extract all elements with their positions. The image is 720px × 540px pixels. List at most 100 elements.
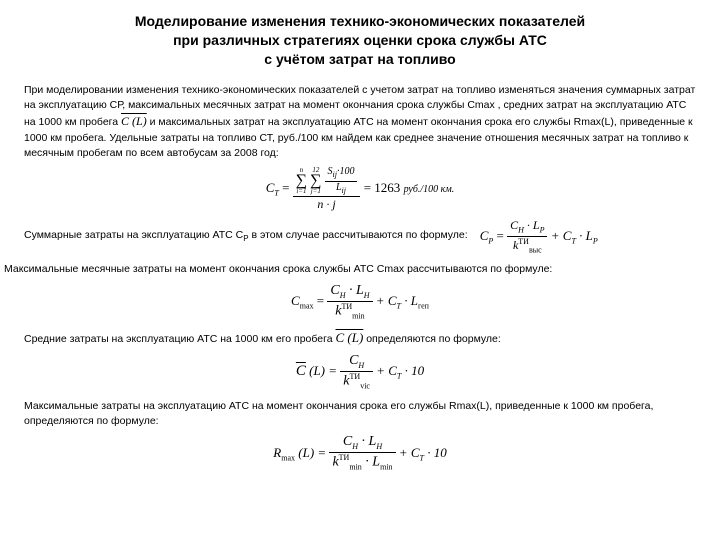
f5-frac: CH · LH kТИmin · Lmin <box>329 435 395 472</box>
f2-num-lsub: P <box>540 225 545 234</box>
f1-outer-num: n ∑ i=1 12 ∑ j=1 Sij·100 Lij <box>293 167 361 197</box>
title-line-3: с учётом затрат на топливо <box>264 51 455 67</box>
f1-sum2-bot: j=1 <box>310 188 321 195</box>
sum-icon: ∑ <box>310 174 321 188</box>
f2-plus-sub: T <box>571 236 575 245</box>
f5-num2s: H <box>376 442 382 451</box>
f4-tail: · 10 <box>405 363 425 378</box>
f1-num-tail: ·100 <box>337 166 355 177</box>
f2-tail: · L <box>579 228 593 243</box>
formula-2: CP = CH · LP kТИвыс + CT · LP <box>480 219 598 255</box>
f5-den2: · L <box>365 455 380 470</box>
f1-outer-den: n · j <box>293 197 361 211</box>
intro-c-of-l: C (L) <box>121 114 147 128</box>
para4-cl: C (L) <box>335 330 363 345</box>
para-4: Средние затраты на эксплуатацию АТС на 1… <box>24 329 696 348</box>
f4-lhs-tail: (L) = <box>309 363 337 378</box>
f4-den-sup: ТИ <box>350 372 361 381</box>
f2-tail-sub: P <box>593 236 598 245</box>
formula-5-content: Rmax (L) = CH · LH kТИmin · Lmin + CT · … <box>273 445 446 460</box>
f4-num-c: C <box>349 353 358 368</box>
f3-lhs: C <box>291 293 300 308</box>
f3-frac: CH · LH kТИmin <box>327 284 372 321</box>
f3-den-sup: ТИ <box>341 302 352 311</box>
f5-plus: + C <box>399 445 420 460</box>
f5-num1: C <box>343 434 352 449</box>
f4-frac: CH kТИvic <box>340 354 373 391</box>
f3-den-sub: min <box>352 311 364 320</box>
para2-text: Суммарные затраты на эксплуатацию АТС CP… <box>24 228 468 245</box>
document-title: Моделирование изменения технико-экономич… <box>24 12 696 69</box>
f2-lhs-sub: P <box>488 236 493 245</box>
title-line-1: Моделирование изменения технико-экономич… <box>135 13 585 29</box>
f1-lhs-sub: T <box>274 189 278 198</box>
formula-3: Cmax = CH · LH kТИmin + CT · Lгеп <box>24 284 696 321</box>
page-root: Моделирование изменения технико-экономич… <box>0 0 720 472</box>
f3-num2s: H <box>364 291 370 300</box>
f2-num-csub: H <box>518 225 524 234</box>
f2-plus: + C <box>551 228 572 243</box>
f3-den: kТИmin <box>327 302 372 321</box>
title-line-2: при различных стратегиях оценки срока сл… <box>173 32 547 48</box>
f5-den1sub: min <box>349 463 361 472</box>
f1-inner-den: Lij <box>325 182 358 195</box>
f3-num1s: H <box>340 291 346 300</box>
f4-lhs-over: C <box>296 363 306 379</box>
f1-sum1: n ∑ i=1 <box>296 167 307 195</box>
f2-num-c: C <box>510 218 518 232</box>
f1-inner-frac: Sij·100 Lij <box>325 167 358 195</box>
f3-plus-sub: T <box>397 302 401 311</box>
f3-num1: C <box>330 283 339 298</box>
f2-frac: CH · LP kТИвыс <box>507 219 547 255</box>
formula-3-content: Cmax = CH · LH kТИmin + CT · Lгеп <box>291 293 429 308</box>
f4-num: CH <box>340 354 373 372</box>
f3-num: CH · LH <box>327 284 372 302</box>
f2-num: CH · LP <box>507 219 547 237</box>
f1-result: = 1263 <box>364 180 401 195</box>
f2-num-l: · L <box>527 218 540 232</box>
f5-num1s: H <box>352 442 358 451</box>
f4-plus-sub: T <box>397 372 401 381</box>
f1-inner-num: Sij·100 <box>325 167 358 181</box>
f3-lhs-sub: max <box>300 302 314 311</box>
formula-5: Rmax (L) = CH · LH kТИmin · Lmin + CT · … <box>24 435 696 472</box>
f4-plus: + C <box>376 363 397 378</box>
para4-t1: Средние затраты на эксплуатацию АТС на 1… <box>24 333 335 345</box>
f2-den: kТИвыс <box>507 237 547 255</box>
formula-4-content: C (L) = CH kТИvic + CT · 10 <box>296 363 424 378</box>
f3-num2: · L <box>349 283 364 298</box>
formula-4: C (L) = CH kТИvic + CT · 10 <box>24 354 696 391</box>
para-5: Максимальные затраты на эксплуатацию АТС… <box>24 399 696 429</box>
f2-den-sub: выс <box>529 245 542 254</box>
f4-num-sub: H <box>358 360 364 369</box>
para4-t2: определяются по формуле: <box>366 333 501 345</box>
f3-plus: + C <box>376 293 397 308</box>
f3-tail-sub: геп <box>418 302 429 311</box>
sum-icon: ∑ <box>296 174 307 188</box>
formula-1: CT = n ∑ i=1 12 ∑ j=1 Si <box>24 167 696 211</box>
f5-plus-sub: T <box>420 453 424 462</box>
intro-paragraph: При моделировании изменения технико-экон… <box>24 83 696 161</box>
f1-result-tail: руб./100 км. <box>404 184 455 195</box>
f4-den: kТИvic <box>340 372 373 391</box>
f5-num: CH · LH <box>329 435 395 453</box>
f5-den1sup: ТИ <box>339 453 350 462</box>
f1-den-sub: ij <box>342 186 346 195</box>
para2-t1: Суммарные затраты на эксплуатацию АТС C <box>24 229 243 241</box>
formula-1-content: CT = n ∑ i=1 12 ∑ j=1 Si <box>266 180 455 195</box>
f5-den2s: min <box>380 463 392 472</box>
f5-lhs-tail: (L) = <box>298 445 326 460</box>
para2-t2: в этом случае рассчитываются по формуле: <box>249 229 468 241</box>
f1-sum1-bot: i=1 <box>296 188 307 195</box>
f5-den: kТИmin · Lmin <box>329 453 395 472</box>
para-3: Максимальные месячные затраты на момент … <box>4 262 696 277</box>
f4-den-sub: vic <box>360 381 370 390</box>
para-2: Суммарные затраты на эксплуатацию АТС C P… <box>24 219 696 255</box>
f1-sum2: 12 ∑ j=1 <box>310 167 321 195</box>
f5-tail: · 10 <box>427 445 447 460</box>
f2-den-sup: ТИ <box>518 237 529 246</box>
f3-tail: · L <box>404 293 418 308</box>
f5-lhs-sub: max <box>281 453 295 462</box>
f5-num2: · L <box>362 434 377 449</box>
f1-outer-frac: n ∑ i=1 12 ∑ j=1 Sij·100 Lij <box>293 167 361 211</box>
